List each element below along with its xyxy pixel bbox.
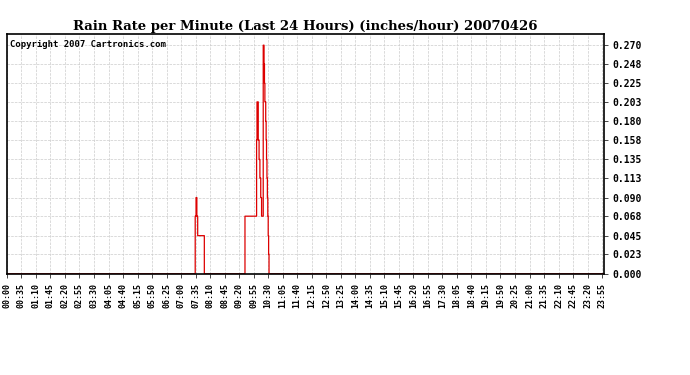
Text: Copyright 2007 Cartronics.com: Copyright 2007 Cartronics.com [10,40,166,49]
Title: Rain Rate per Minute (Last 24 Hours) (inches/hour) 20070426: Rain Rate per Minute (Last 24 Hours) (in… [73,20,538,33]
